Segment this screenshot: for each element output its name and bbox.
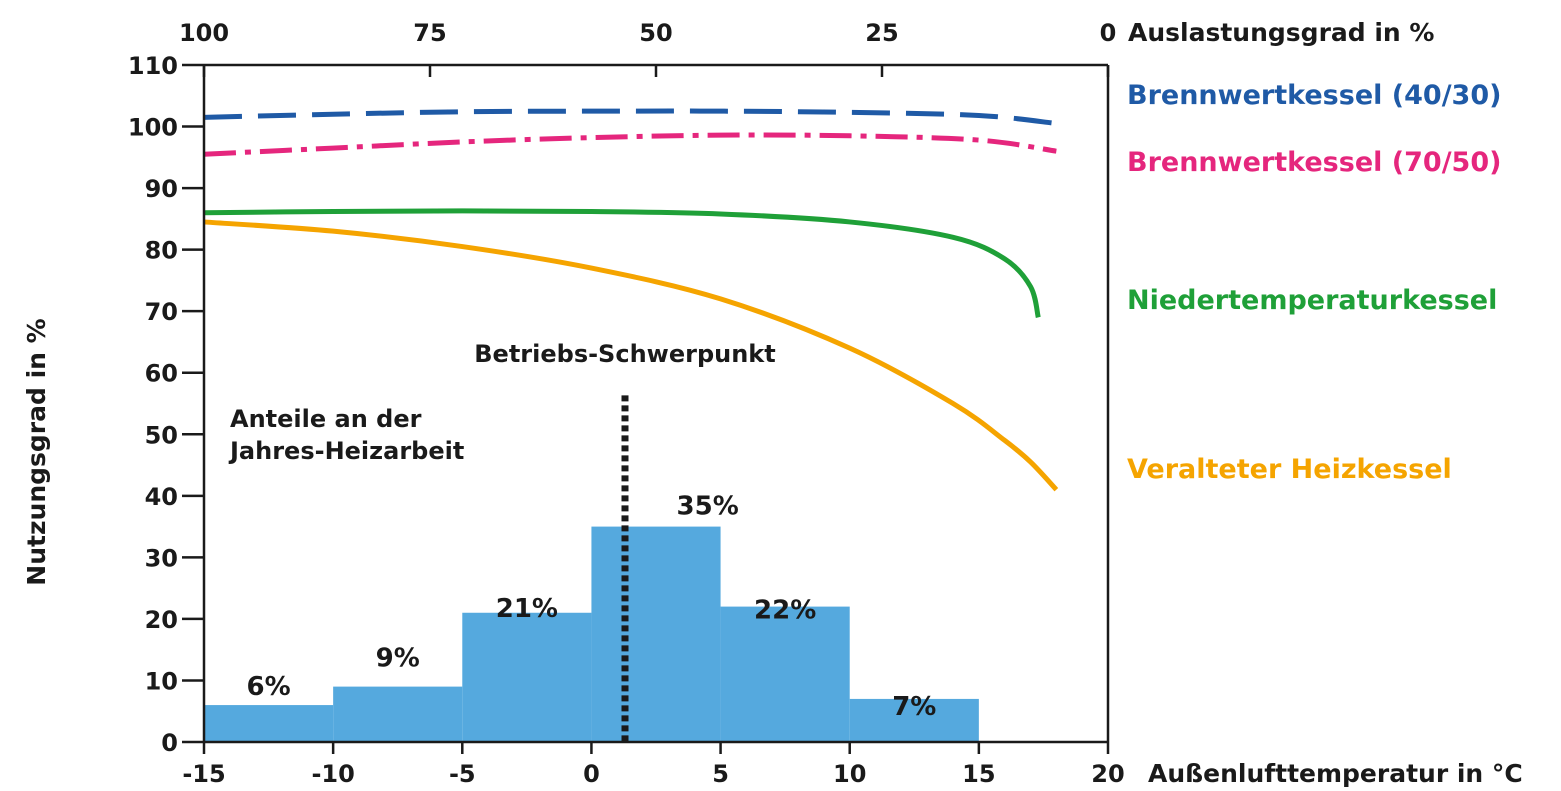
- y-axis-title: Nutzungsgrad in %: [22, 318, 51, 585]
- x2-tick-label: 25: [865, 19, 898, 47]
- axes: [182, 63, 1110, 754]
- bar-value-label: 22%: [754, 596, 816, 626]
- x2-tick-label: 100: [179, 19, 229, 47]
- x2-tick-label: 75: [413, 19, 446, 47]
- histogram-title: Jahres-Heizarbeit: [228, 437, 464, 465]
- histogram-bar-2: [333, 686, 463, 742]
- chart-labels: 6% 9% 21% 35% 22% 7% Anteile an der Jahres-Heiz…: [22, 18, 1523, 788]
- y-tick-label: 50: [145, 421, 178, 449]
- x-tick-label: -10: [311, 760, 354, 788]
- histogram-bar-6: [849, 698, 979, 742]
- x-axis-title: Außenlufttemperatur in °C: [1148, 759, 1523, 788]
- bar-value-label: 9%: [376, 644, 420, 674]
- x2-tick-label: 50: [639, 19, 672, 47]
- x-tick-label: 15: [962, 760, 995, 788]
- series-label-1: Brennwertkessel (40/30): [1127, 80, 1501, 111]
- histogram-bar-3: [462, 612, 592, 742]
- bar-value-label: 21%: [496, 594, 558, 624]
- y-tick-label: 60: [145, 360, 178, 388]
- y-tick-label: 30: [145, 544, 178, 572]
- series-line-3: [203, 208, 1041, 318]
- x-tick-label: -15: [182, 760, 225, 788]
- bar-value-label: 6%: [246, 672, 290, 702]
- histogram-bars: [204, 526, 979, 742]
- x-tick-label: 10: [833, 760, 866, 788]
- y-tick-label: 10: [145, 667, 178, 695]
- histogram-bar-5: [720, 606, 850, 742]
- y-tick-label: 0: [161, 729, 178, 757]
- y-tick-label: 20: [145, 606, 178, 634]
- series-label-2: Brennwertkessel (70/50): [1127, 147, 1501, 178]
- series-line-1: [203, 108, 1057, 126]
- y-tick-label: 70: [145, 298, 178, 326]
- operating-center-label: Betriebs-Schwerpunkt: [474, 340, 775, 368]
- series-line-2: [203, 132, 1057, 157]
- y-tick-label: 100: [128, 114, 178, 142]
- x2-tick-label: 0: [1100, 19, 1117, 47]
- bar-value-label: 35%: [677, 492, 739, 522]
- series-lines: [203, 108, 1059, 492]
- x-tick-label: 20: [1091, 760, 1124, 788]
- histogram-title: Anteile an der: [230, 405, 422, 433]
- y-tick-label: 110: [128, 52, 178, 80]
- histogram-bar-1: [204, 705, 334, 742]
- histogram-bar-4: [591, 526, 721, 742]
- series-label-3: Niedertemperaturkessel: [1127, 285, 1497, 316]
- y-tick-label: 80: [145, 237, 178, 265]
- x2-axis-title: Auslastungsgrad in %: [1128, 18, 1434, 47]
- series-label-4: Veralteter Heizkessel: [1127, 454, 1452, 485]
- x-tick-label: -5: [449, 760, 476, 788]
- x-tick-label: 0: [583, 760, 600, 788]
- y-tick-label: 90: [145, 175, 178, 203]
- bar-value-label: 7%: [892, 692, 936, 722]
- x-tick-label: 5: [712, 760, 729, 788]
- y-tick-label: 40: [145, 483, 178, 511]
- series-line-4: [203, 219, 1059, 492]
